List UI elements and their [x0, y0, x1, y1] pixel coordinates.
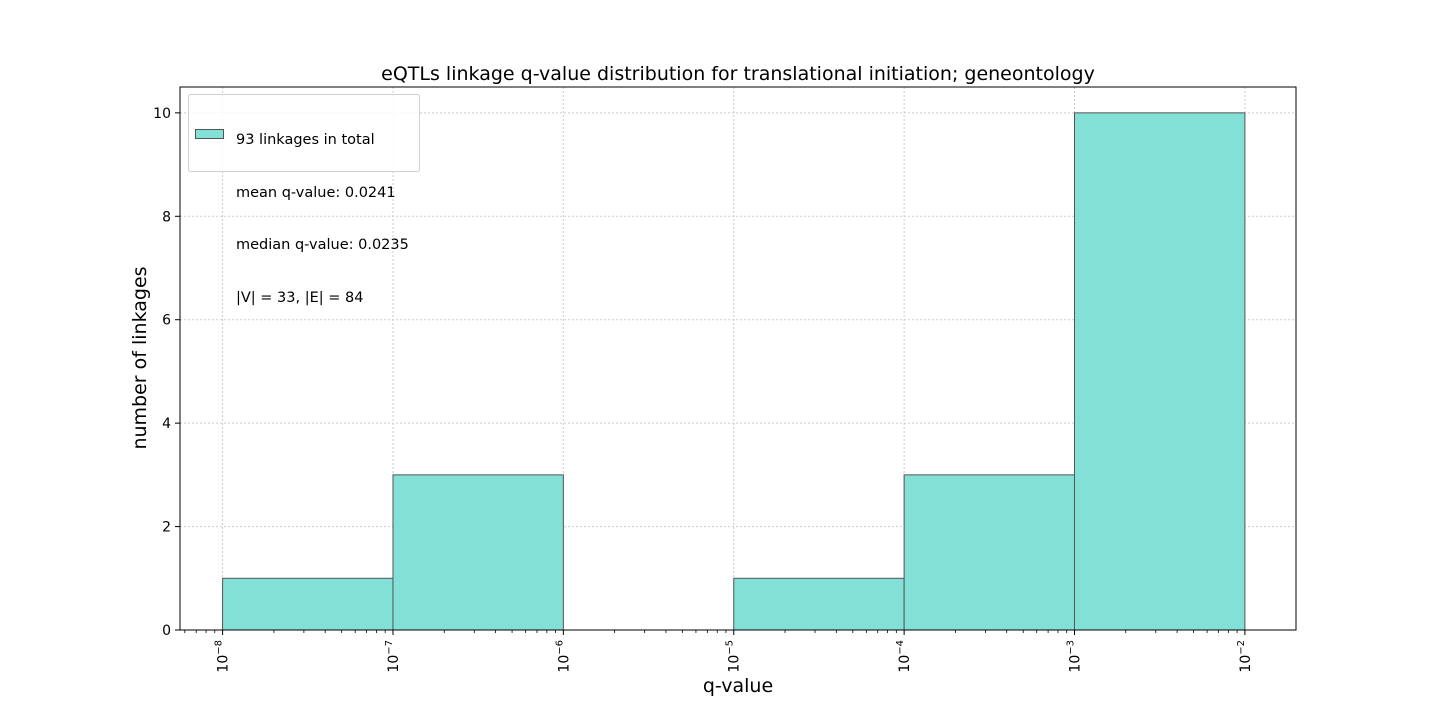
histogram-bar-6 [1074, 112, 1246, 631]
y-tick-label: 4 [162, 416, 171, 432]
legend-line-mean: mean q-value: 0.0241 [236, 184, 396, 201]
y-tick-label: 6 [162, 313, 171, 329]
legend-line-total: 93 linkages in total [236, 132, 375, 148]
y-axis-label: number of linkages [129, 266, 151, 449]
x-axis: 10−8 10−7 10−6 10−5 10−4 10−3 10−2 [184, 630, 1254, 673]
y-tick-label: 10 [153, 106, 171, 122]
histogram-bar-4 [733, 577, 905, 631]
y-tick-label: 2 [162, 520, 171, 536]
plot-frame [179, 86, 1297, 631]
y-tick-label: 8 [162, 209, 171, 225]
x-tick-label: 10−3 [1066, 640, 1084, 673]
legend-swatch [195, 129, 224, 139]
x-tick-label: 10−6 [554, 640, 572, 673]
x-tick-label: 10−7 [384, 640, 402, 673]
histogram-bar-2 [392, 474, 564, 631]
legend-line-graph-size: |V| = 33, |E| = 84 [236, 289, 364, 306]
x-tick-label: 10−4 [895, 640, 913, 673]
histogram-bar-5 [903, 474, 1076, 631]
y-axis: 0 2 4 6 8 10 [153, 106, 180, 639]
legend-text: 93 linkages in total mean q-value: 0.024… [236, 97, 409, 342]
y-tick-label: 0 [162, 623, 171, 639]
legend: 93 linkages in total mean q-value: 0.024… [188, 94, 420, 306]
x-axis-label: q-value [703, 675, 773, 697]
x-tick-label: 10−5 [725, 640, 743, 673]
x-tick-label: 10−8 [214, 640, 232, 673]
histogram-bar-1 [222, 577, 394, 631]
legend-line-median: median q-value: 0.0235 [236, 237, 409, 253]
x-tick-label: 10−2 [1236, 640, 1254, 673]
chart-title: eQTLs linkage q-value distribution for t… [381, 63, 1095, 85]
